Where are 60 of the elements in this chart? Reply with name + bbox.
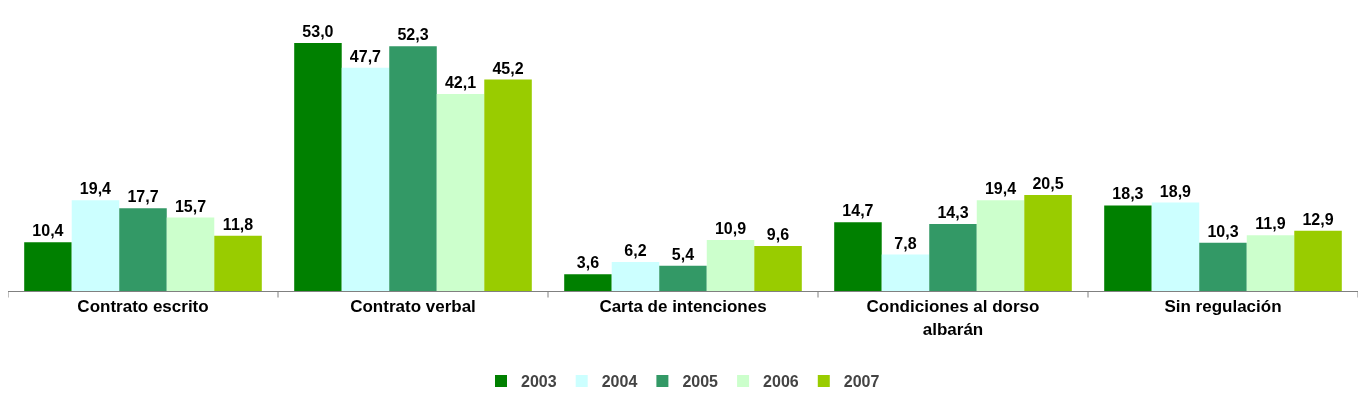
bar — [659, 265, 707, 291]
data-label: 11,8 — [222, 215, 254, 233]
data-label: 19,4 — [79, 180, 112, 198]
bar — [214, 235, 262, 291]
legend-label: 2004 — [601, 373, 638, 391]
data-label: 45,2 — [492, 59, 524, 77]
bar — [564, 274, 612, 291]
bar — [484, 79, 532, 291]
data-label: 14,7 — [842, 202, 874, 220]
bar — [436, 94, 485, 291]
data-label: 9,6 — [766, 226, 790, 244]
data-label: 42,1 — [444, 74, 477, 92]
data-label: 18,3 — [1112, 185, 1144, 203]
bar — [294, 43, 342, 291]
bar — [1294, 230, 1342, 291]
bar — [389, 46, 437, 291]
bar — [611, 261, 660, 291]
bar — [881, 254, 930, 291]
bar — [976, 200, 1025, 291]
legend-label: 2006 — [763, 373, 799, 391]
data-label: 7,8 — [894, 234, 917, 252]
legend-label: 2005 — [682, 373, 719, 391]
bar — [166, 217, 215, 291]
data-label: 6,2 — [624, 241, 647, 259]
data-label: 20,5 — [1032, 175, 1064, 193]
bar — [1024, 195, 1072, 291]
data-label: 14,3 — [937, 204, 969, 222]
data-label: 47,7 — [349, 47, 382, 65]
legend-label: 2007 — [843, 373, 880, 391]
x-tick-label: Contrato escrito — [77, 297, 209, 317]
data-label: 10,4 — [32, 222, 64, 240]
data-label: 12,9 — [1302, 210, 1334, 228]
data-label: 18,9 — [1159, 182, 1192, 200]
bar — [834, 222, 882, 291]
bar — [706, 240, 755, 291]
data-label: 52,3 — [397, 26, 429, 44]
bar — [1151, 202, 1200, 291]
bar — [71, 200, 120, 291]
data-label: 17,7 — [127, 188, 159, 206]
data-label: 53,0 — [302, 23, 334, 41]
data-label: 10,3 — [1207, 222, 1239, 240]
x-tick-label: Carta de intenciones — [599, 297, 767, 317]
x-tick-label: Contrato verbal — [350, 297, 476, 317]
bar — [119, 208, 167, 291]
data-label: 5,4 — [671, 245, 695, 263]
x-tick-label: Condiciones al dorso albarán — [866, 297, 1040, 339]
data-label: 15,7 — [174, 197, 207, 215]
bar — [754, 246, 802, 291]
data-label: 11,9 — [1255, 215, 1286, 233]
bar — [341, 67, 390, 291]
bar — [1246, 235, 1295, 291]
data-label: 3,6 — [576, 254, 600, 272]
legend-label: 2003 — [521, 373, 557, 391]
bar — [1104, 205, 1152, 291]
x-tick-label: Sin regulación — [1164, 297, 1282, 317]
bar — [929, 224, 977, 291]
data-label: 19,4 — [984, 180, 1017, 198]
data-label: 10,9 — [714, 220, 747, 238]
bar — [24, 242, 72, 291]
bar — [1199, 242, 1247, 291]
